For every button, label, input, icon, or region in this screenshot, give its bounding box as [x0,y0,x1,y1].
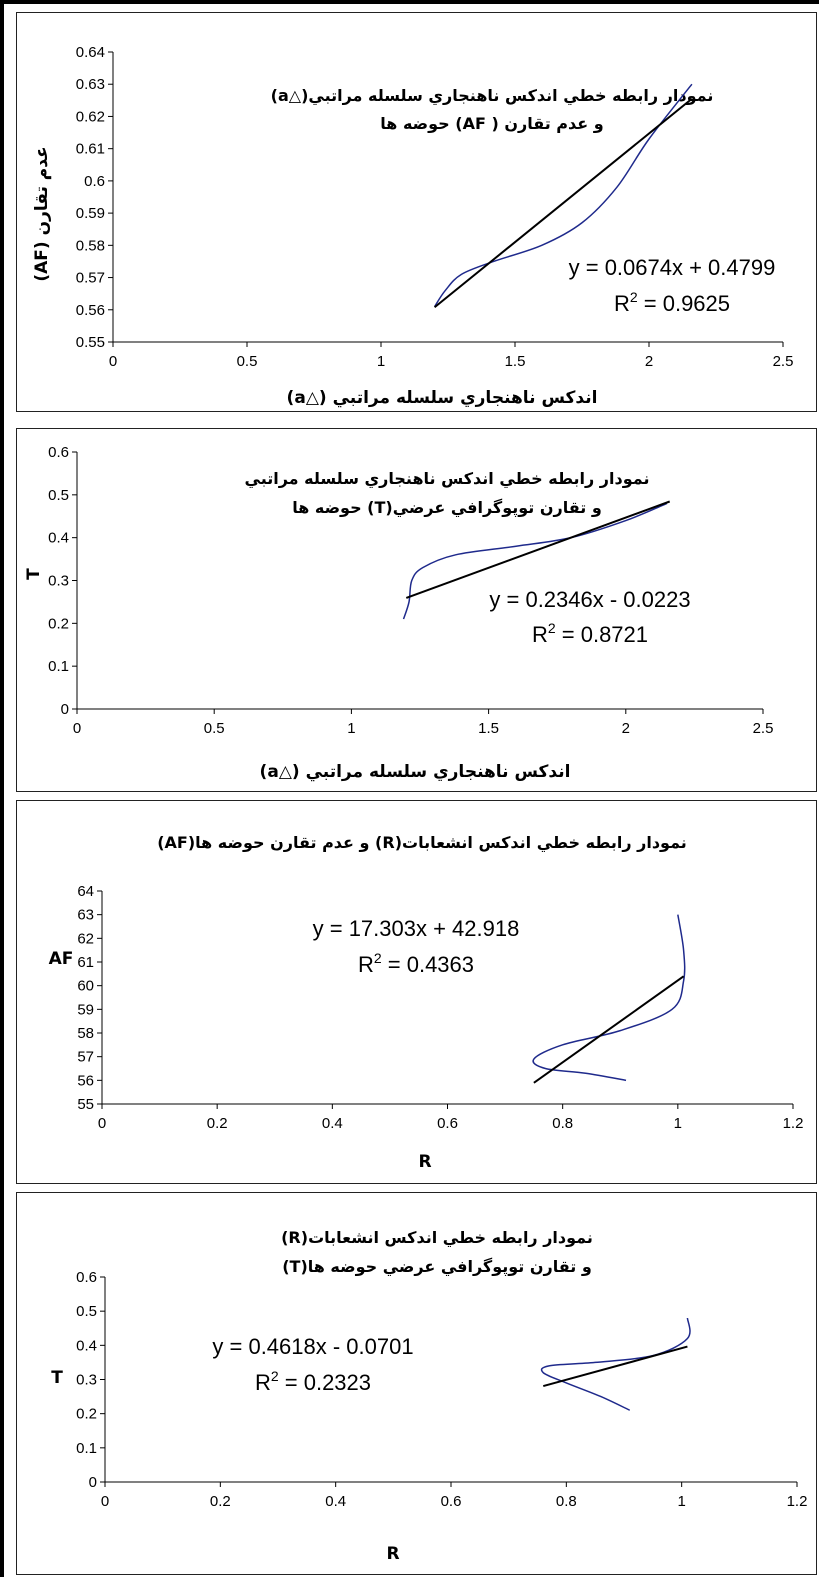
chart-1-y-tick-label: 0.64 [76,44,105,61]
chart-1-title-line-1: نمودار رابطه خطي اندكس ناهنجاري سلسله مر… [271,86,714,106]
chart-3-x-tick-label: 1.2 [783,1115,804,1132]
chart-4-x-tick-label: 1 [677,1493,685,1510]
chart-2-x-tick-label: 2.5 [753,720,774,737]
chart-4-trendline [543,1345,688,1388]
chart-3-x-tick-label: 0.8 [552,1115,573,1132]
chart-4-x-label: R [386,1544,399,1564]
chart-1-x-label: اندكس ناهنجاري سلسله مراتبي (△a) [287,388,598,408]
chart-3-y-tick-label: 63 [77,907,94,924]
chart-3-x-tick-label: 0.2 [207,1115,228,1132]
chart-1-y-label: عدم تقارن (AF) [32,146,52,281]
chart-3-svg: نمودار رابطه خطي اندكس انشعابات(R) و عدم… [49,833,804,1172]
chart-2-y-tick-label: 0.5 [48,487,69,504]
chart-1-svg: نمودار رابطه خطي اندكس ناهنجاري سلسله مر… [32,44,794,408]
chart-1-y-tick-label: 0.59 [76,205,105,222]
chart-3-series-line [532,914,686,1082]
chart-1-x-tick-label: 0 [109,353,117,370]
chart-2-r2: R2 = 0.8721 [532,620,648,647]
chart-4-title-line-1: نمودار رابطه خطي اندكس انشعابات(R) [281,1228,593,1248]
chart-4-x-tick-label: 0 [101,1493,109,1510]
chart-panel-4: نمودار رابطه خطي اندكس انشعابات(R) و تقا… [16,1192,817,1575]
chart-4-y-tick-label: 0 [89,1474,97,1491]
chart-3-y-label: AF [49,949,74,969]
chart-2-title-line-2: و تقارن توپوگرافي عرضي(T) حوضه ها [292,498,602,518]
chart-3-x-tick-label: 0 [98,1115,106,1132]
chart-2-svg: نمودار رابطه خطي اندكس ناهنجاري سلسله مر… [24,444,774,782]
chart-2-y-label: T [24,568,44,580]
chart-1-equation: y = 0.0674x + 0.4799 [569,255,776,280]
chart-4-x-tick-label: 0.6 [441,1493,462,1510]
chart-1-y-tick-label: 0.57 [76,270,105,287]
chart-1-r2: R2 = 0.9625 [614,289,730,316]
chart-1-y-tick-label: 0.56 [76,302,105,319]
chart-4-equation: y = 0.4618x - 0.0701 [212,1334,413,1359]
chart-3-y-tick-label: 64 [77,883,94,900]
chart-2-y-tick-label: 0.1 [48,658,69,675]
chart-3-x-tick-label: 0.4 [322,1115,343,1132]
chart-3-y-tick-label: 61 [77,954,94,971]
chart-4-title-line-2: و تقارن توپوگرافي عرضي حوضه ها(T) [282,1257,592,1277]
chart-2-x-label: اندكس ناهنجاري سلسله مراتبي (△a) [260,762,571,782]
chart-4-x-tick-label: 0.2 [210,1493,231,1510]
chart-3-y-tick-label: 58 [77,1025,94,1042]
chart-4-y-tick-label: 0.2 [76,1406,97,1423]
chart-3-equation: y = 17.303x + 42.918 [313,916,520,941]
chart-panel-1: نمودار رابطه خطي اندكس ناهنجاري سلسله مر… [16,12,817,412]
chart-4-x-tick-label: 0.4 [325,1493,346,1510]
chart-2-x-tick-label: 2 [622,720,630,737]
chart-1-x-tick-label: 2 [645,353,653,370]
chart-4-x-tick-label: 1.2 [787,1493,808,1510]
chart-2-y-tick-label: 0.3 [48,573,69,590]
chart-3-x-label: R [418,1152,431,1172]
chart-3-x-tick-label: 1 [674,1115,682,1132]
chart-4-series-line [540,1317,691,1411]
chart-4-y-label: T [51,1368,63,1388]
chart-1-x-tick-label: 0.5 [237,353,258,370]
chart-2-y-tick-label: 0.6 [48,444,69,461]
chart-1-y-tick-label: 0.6 [84,173,105,190]
chart-4-y-tick-label: 0.5 [76,1303,97,1320]
chart-4-r2: R2 = 0.2323 [255,1368,371,1395]
chart-3-r2: R2 = 0.4363 [358,950,474,977]
chart-2-y-tick-label: 0.2 [48,615,69,632]
chart-1-series-line [433,83,693,307]
chart-1-x-tick-label: 1 [377,353,385,370]
chart-1-y-tick-label: 0.55 [76,334,105,351]
chart-3-y-tick-label: 55 [77,1096,94,1113]
chart-1-title-line-2: و عدم تقارن ( AF) حوضه ها [380,114,603,133]
chart-1-y-tick-label: 0.62 [76,108,105,125]
chart-2-title-line-1: نمودار رابطه خطي اندكس ناهنجاري سلسله مر… [245,469,650,489]
chart-1-trendline [433,97,693,309]
chart-3-y-tick-label: 59 [77,1001,94,1018]
chart-1-y-tick-label: 0.63 [76,76,105,93]
chart-4-y-tick-label: 0.1 [76,1440,97,1457]
chart-2-y-tick-label: 0.4 [48,530,69,547]
chart-3-trendline [533,975,685,1084]
chart-panel-2: نمودار رابطه خطي اندكس ناهنجاري سلسله مر… [16,428,817,792]
chart-3-x-tick-label: 0.6 [437,1115,458,1132]
chart-2-x-tick-label: 0.5 [204,720,225,737]
chart-4-y-tick-label: 0.6 [76,1269,97,1286]
chart-4-y-tick-label: 0.3 [76,1372,97,1389]
chart-3-title: نمودار رابطه خطي اندكس انشعابات(R) و عدم… [157,833,687,853]
chart-1-x-tick-label: 1.5 [505,353,526,370]
chart-3-y-tick-label: 57 [77,1049,94,1066]
chart-2-x-tick-label: 0 [73,720,81,737]
chart-3-y-tick-label: 56 [77,1072,94,1089]
chart-2-trendline [405,500,671,599]
chart-1-y-tick-label: 0.58 [76,237,105,254]
chart-panel-3: نمودار رابطه خطي اندكس انشعابات(R) و عدم… [16,800,817,1184]
chart-2-x-tick-label: 1.5 [478,720,499,737]
chart-2-equation: y = 0.2346x - 0.0223 [489,587,690,612]
chart-2-y-tick-label: 0 [61,701,69,718]
chart-3-y-tick-label: 62 [77,930,94,947]
chart-1-y-tick-label: 0.61 [76,141,105,158]
chart-4-x-tick-label: 0.8 [556,1493,577,1510]
chart-1-x-tick-label: 2.5 [773,353,794,370]
chart-3-y-tick-label: 60 [77,978,94,995]
chart-4-svg: نمودار رابطه خطي اندكس انشعابات(R) و تقا… [51,1228,808,1564]
chart-4-y-tick-label: 0.4 [76,1337,97,1354]
chart-2-x-tick-label: 1 [347,720,355,737]
